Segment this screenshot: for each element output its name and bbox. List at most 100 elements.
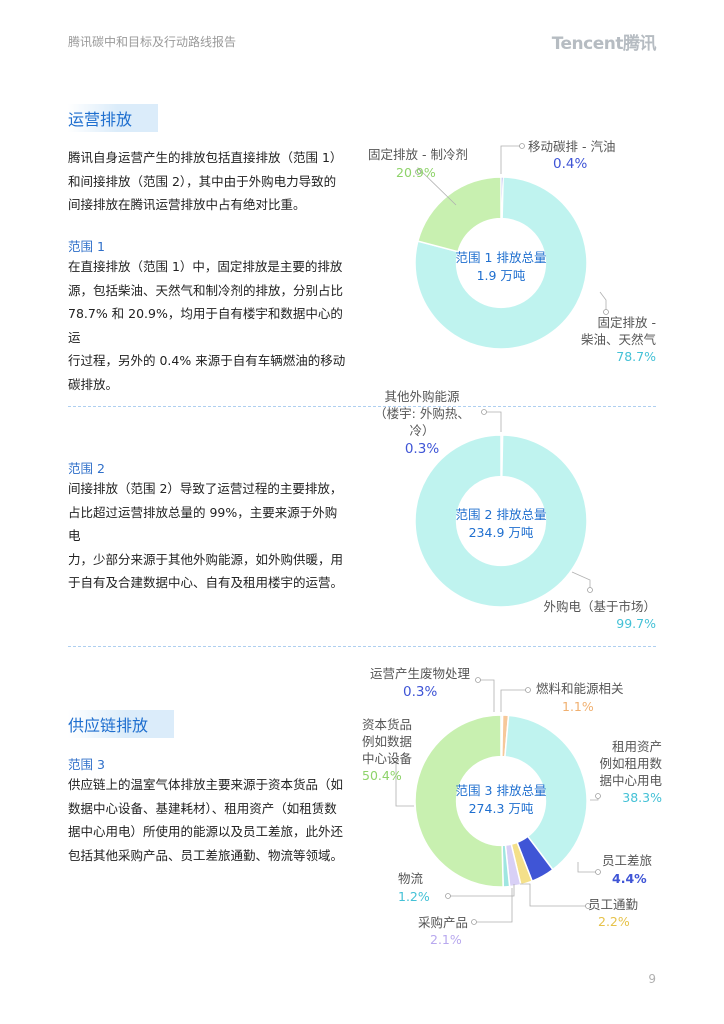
center-label-line: 范围 2 排放总量 [455,507,547,522]
center-label-line: 234.9 万吨 [468,525,534,540]
slice-label: 外购电（基于市场） 99.7% [540,598,656,632]
slice-label-line: 租用资产 [611,739,662,754]
slice-value: 50.4% [362,768,402,783]
slice-label: 移动碳排 - 汽油 [528,139,616,154]
scope1-paragraph: 在直接排放（范围 1）中，固定排放是主要的排放 源，包括柴油、天然气和制冷剂的排… [68,255,348,396]
slice-label: 采购产品 [418,915,469,930]
text-line: 78.7% 和 20.9%，均用于自有楼宇和数据中心的运 [68,306,343,345]
slice-label: 员工差旅 [602,853,653,868]
text-line: 供应链上的温室气体排放主要来源于资本货品（如 [68,777,344,792]
leader-line [500,689,528,712]
text-line: 和间接排放（范围 2），其中由于外购电力导致的 [68,173,337,189]
slice-label: 资本货品 例如数据 中心设备 50.4% [362,716,412,784]
text-line: 间接排放（范围 2）导致了运营过程的主要排放， [68,481,343,496]
leader-line [478,679,495,712]
leader-dot [585,903,591,909]
slice-value: 38.3% [622,790,662,805]
text-line: 占比超过运营排放总量的 99%，主要来源于外购电 [68,504,338,544]
chart-center-label: 范围 1 排放总量 1.9 万吨 [436,249,566,285]
slice-label-line: 外购电（基于市场） [543,599,656,614]
leader-line [599,291,607,312]
slice-value: 0.4% [553,156,588,172]
slice-label: 固定排放 - 制冷剂 [368,147,468,162]
intro-paragraph: 腾讯自身运营产生的排放包括直接排放（范围 1） 和间接排放（范围 2），其中由于… [68,146,348,217]
donut-slice [504,714,588,871]
slice-label-line: 据中心用电 [599,773,662,788]
leader-dot [475,677,481,683]
scope3-title: 范围 3 [68,757,105,772]
slice-value: 78.7% [616,349,656,364]
leader-dot [595,869,601,875]
leader-dot [519,143,525,149]
slice-value: 4.4% [612,871,647,886]
donut-slice [414,434,588,608]
leader-line [395,760,414,807]
section-divider [68,406,656,407]
slice-label-line: 例如租用数 [599,756,662,771]
slice-value: 1.2% [398,889,430,904]
leader-line [474,888,513,923]
page-number: 9 [648,972,656,986]
center-label-line: 范围 1 排放总量 [455,250,547,265]
slice-value: 1.1% [562,699,594,714]
text-line: 腾讯自身运营产生的排放包括直接排放（范围 1） [68,150,343,165]
report-title: 腾讯碳中和目标及行动路线报告 [68,35,237,49]
text-line: 数据中心设备、基建耗材）、租用资产（如租赁数 [68,800,337,816]
leader-dot [603,309,609,315]
leader-dot [415,169,421,175]
leader-dot [525,687,531,693]
chart-center-label: 范围 3 排放总量 274.3 万吨 [436,782,566,818]
slice-value: 2.1% [430,932,462,947]
text-line: 力，少部分来源于其他外购能源，如外购供暖，用 [68,551,344,567]
text-line: 据中心用电）所使用的能源以及员工差旅，此外还 [68,824,344,839]
donut-slice [414,176,588,350]
donut-slice [416,176,502,253]
section-divider [68,646,656,647]
slice-label: 运营产生废物处理 [370,666,471,681]
leader-line [448,884,515,897]
text-line: 行过程，另外的 0.4% 来源于自有车辆燃油的移动 [68,353,346,368]
leader-line [520,883,588,907]
donut-slice [414,714,504,888]
text-line: 于自有及合建数据中心、自有及租用楼宇的运营。 [68,575,344,590]
section-title-operations: 运营排放 [68,104,159,132]
center-label-line: 1.9 万吨 [476,268,526,283]
slice-label: 燃料和能源相关 [536,681,624,696]
leader-dot [587,587,593,593]
slice-label: 物流 [398,871,424,886]
scope1-title: 范围 1 [68,239,105,254]
slice-label: 租用资产 例如租用数 据中心用电 38.3% [596,738,662,806]
slice-label: 其他外购能源 （楼宇: 外购热、冷） 0.3% [372,388,472,458]
slice-value: 0.3% [404,441,440,457]
slice-label-line: 例如数据 [362,734,413,749]
text-line: 间接排放在腾讯运营排放中占有绝对比重。 [68,197,306,212]
leader-line [571,571,591,590]
slice-label-line: 中心设备 [362,751,413,766]
section-title-supply-chain: 供应链排放 [68,710,175,738]
leader-line [484,411,502,432]
slice-value: 99.7% [616,616,656,631]
slice-value: 2.2% [598,914,630,929]
chart-center-label: 范围 2 排放总量 234.9 万吨 [436,506,566,542]
slice-label-line: 其他外购能源 [384,389,460,404]
slice-label: 员工通勤 [588,897,639,912]
scope2-paragraph: 间接排放（范围 2）导致了运营过程的主要排放， 占比超过运营排放总量的 99%，… [68,477,348,595]
slice-label-line: 固定排放 - [597,315,656,330]
scope2-title: 范围 2 [68,461,105,476]
text-line: 碳排放。 [68,376,119,392]
text-line: 包括其他采购产品、员工差旅通勤、物流等领域。 [68,847,344,863]
text-line: 在直接排放（范围 1）中，固定排放是主要的排放 [68,259,343,274]
slice-value: 20.9% [396,165,436,180]
slice-label: 固定排放 - 柴油、天然气 78.7% [572,314,656,365]
tencent-logo: Tencent腾讯 [551,34,657,54]
leader-dot [481,409,487,415]
leader-line [577,862,598,873]
leader-line [500,145,522,174]
center-label-line: 274.3 万吨 [468,801,534,816]
leader-dot [445,893,451,899]
scope3-paragraph: 供应链上的温室气体排放主要来源于资本货品（如 数据中心设备、基建耗材）、租用资产… [68,773,348,867]
leader-dot [471,919,477,925]
slice-label-line: 资本货品 [362,717,413,732]
slice-label-line: （楼宇: 外购热、冷） [374,406,470,438]
